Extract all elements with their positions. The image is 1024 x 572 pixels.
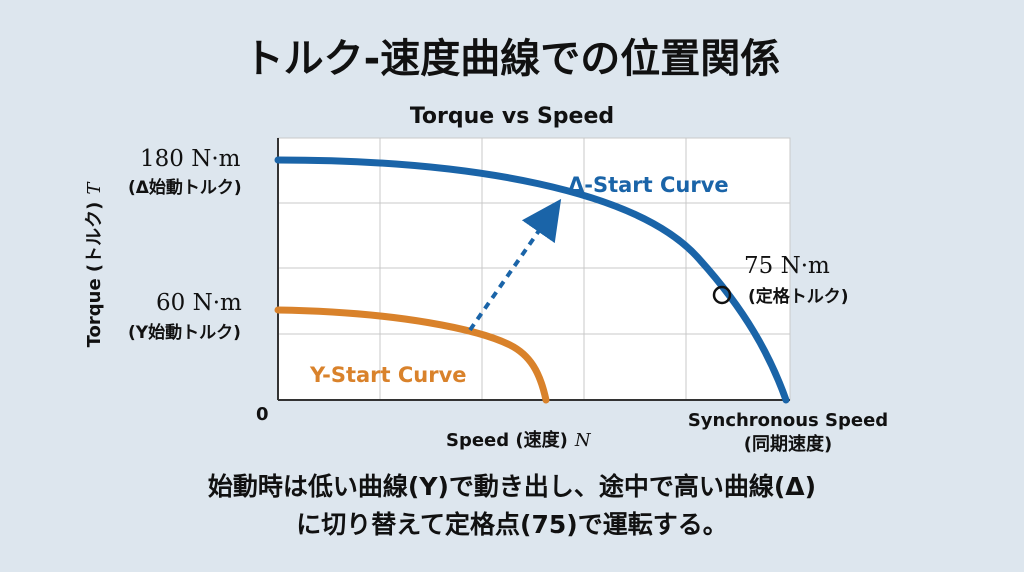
rated-point-sublabel: (定格トルク) (748, 286, 849, 307)
y-sublabel-60: (Y始動トルク) (128, 322, 241, 343)
x-axis-title-text: Speed (速度) (446, 429, 568, 451)
caption-line-1: 始動時は低い曲線(Y)で動き出し、途中で高い曲線(Δ) (207, 472, 817, 501)
caption-line-2: に切り替えて定格点(75)で運転する。 (296, 510, 728, 539)
y-axis-title: Torque (トルク) T (84, 181, 105, 348)
chart-title: Torque vs Speed (409, 104, 615, 129)
x-end-sublabel: (同期速度) (744, 433, 832, 455)
x-axis-title: Speed (速度) N (446, 429, 592, 451)
y-sublabel-180: (Δ始動トルク) (128, 177, 242, 198)
y-curve-label: Y-Start Curve (309, 363, 467, 387)
origin-label: 0 (256, 404, 269, 425)
y-label-180: 180 N·m (140, 146, 241, 172)
rated-point-label: 75 N·m (744, 253, 830, 279)
transition-arrow (468, 198, 562, 332)
rated-point-marker (712, 285, 732, 305)
delta-start-curve (274, 156, 790, 404)
x-end-label: Synchronous Speed (688, 410, 888, 431)
y-start-curve (274, 306, 550, 404)
x-axis-symbol: N (574, 430, 592, 451)
y-axis-symbol: T (84, 181, 105, 195)
page-title: トルク-速度曲線での位置関係 (243, 36, 781, 82)
y-axis-title-text: Torque (トルク) (84, 202, 105, 348)
delta-curve-label: Δ-Start Curve (568, 173, 729, 197)
y-label-60: 60 N·m (156, 290, 242, 316)
caption: 始動時は低い曲線(Y)で動き出し、途中で高い曲線(Δ) に切り替えて定格点(75… (0, 468, 1024, 544)
